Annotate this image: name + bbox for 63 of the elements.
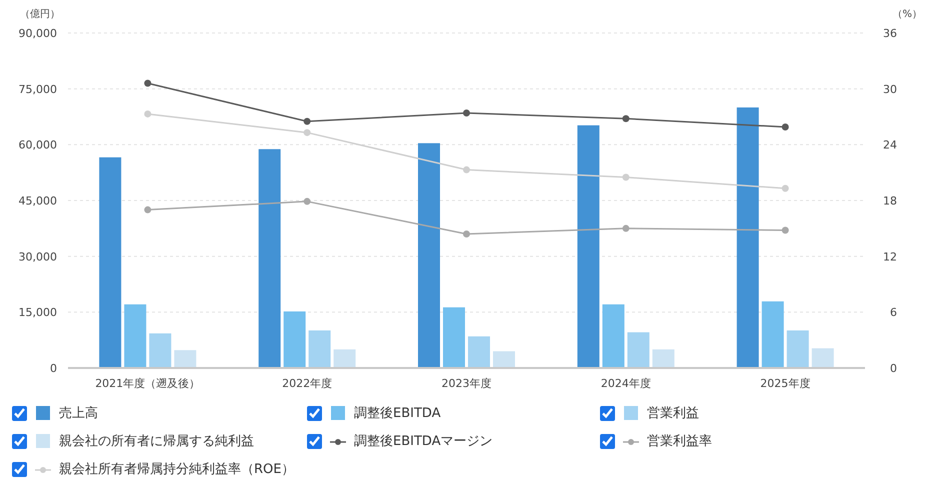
y-axis-title: （億円） [20,8,60,20]
point [144,110,152,118]
x-tick-label: 2021年度（遡及後） [95,377,200,390]
point [304,198,311,205]
point [304,129,311,136]
point [782,226,789,234]
bar [258,149,281,368]
point [144,80,152,87]
bar [443,307,465,368]
point [463,110,470,117]
point [622,115,630,122]
point [144,206,152,214]
bar [762,301,784,368]
point [622,224,630,232]
point [463,230,470,238]
y-tick-label: 60,000 [18,138,57,152]
x-tick-label: 2024年度 [600,377,651,390]
legend-label: 調整後EBITDA [354,405,441,422]
point [782,184,789,192]
y2-tick-label: 0 [890,362,897,375]
y-tick-label: 30,000 [18,250,57,264]
bar [124,304,146,368]
legend-label: 営業利益 [647,405,699,422]
x-tick-label: 2023年度 [442,377,492,390]
legend-label: 調整後EBITDAマージン [354,433,493,450]
bar [602,304,624,368]
y2-tick-label: 36 [883,27,897,40]
legend-label: 営業利益率 [647,433,712,450]
bar [812,348,834,368]
y2-tick-label: 30 [883,82,897,96]
bar [577,125,600,368]
y2-tick-label: 6 [890,306,897,320]
bar [334,349,356,368]
y2-tick-label: 24 [883,138,897,152]
y2-tick-label: 12 [883,250,897,264]
bar [99,157,122,368]
legend-label: 親会社の所有者に帰属する純利益 [59,433,254,450]
x-tick-label: 2025年度 [760,377,810,390]
point [463,166,470,174]
y-tick-label: 75,000 [18,82,57,96]
bar [468,336,490,368]
y-tick-label: 90,000 [18,27,57,40]
bar [174,350,196,368]
point [782,123,789,130]
point [622,174,630,181]
bar [736,107,759,368]
bar [418,143,440,368]
y-tick-label: 45,000 [18,194,57,208]
y2-axis-title: （%） [892,9,922,20]
legend-label: 売上高 [59,405,98,422]
x-tick-label: 2022年度 [282,377,332,390]
legend-label: 親会社所有者帰属持分純利益率（ROE） [59,461,294,478]
y-tick-label: 0 [50,362,57,375]
bar [493,351,515,368]
bar [308,330,331,368]
bar [786,330,809,368]
bar [652,349,674,368]
point [304,118,311,125]
bar [284,311,306,368]
bar [149,333,172,368]
y-tick-label: 15,000 [18,306,57,320]
y2-tick-label: 18 [883,194,897,208]
bar [627,332,650,368]
